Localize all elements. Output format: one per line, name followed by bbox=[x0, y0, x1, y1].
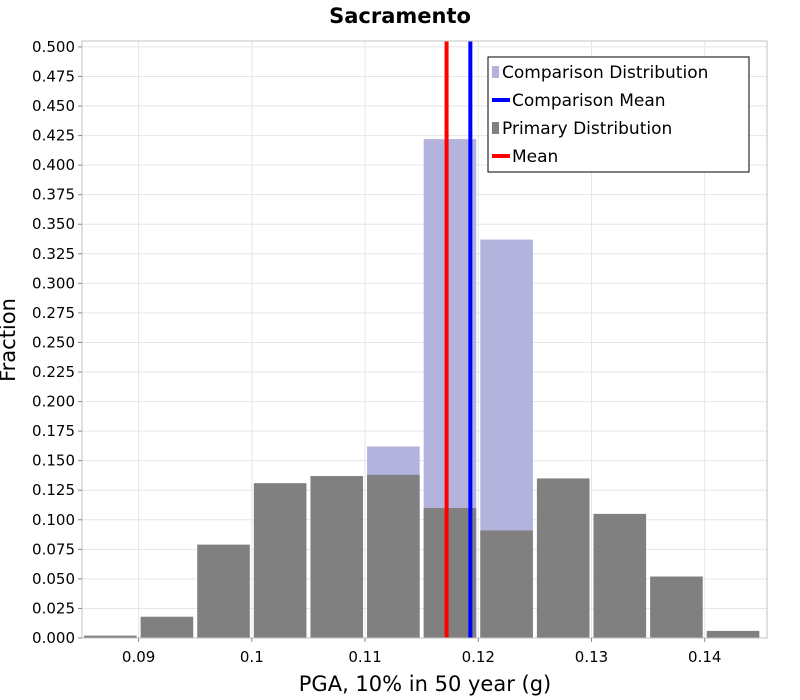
y-axis-ticks: 0.000 0.025 0.050 0.075 0.100 0.125 0.150 0.175… bbox=[32, 38, 82, 647]
y-tick-label: 0.450 bbox=[32, 97, 75, 115]
x-axis-label: PGA, 10% in 50 year (g) bbox=[299, 672, 551, 696]
y-tick-label: 0.500 bbox=[32, 38, 75, 56]
primary-bar bbox=[140, 616, 194, 638]
primary-bar bbox=[480, 530, 533, 638]
y-tick-label: 0.275 bbox=[32, 304, 75, 322]
x-axis-ticks: 0.09 0.1 0.11 0.12 0.13 0.14 bbox=[122, 638, 721, 666]
primary-bar bbox=[310, 476, 364, 638]
primary-bar bbox=[593, 513, 647, 638]
x-tick-label: 0.09 bbox=[122, 648, 155, 666]
y-tick-label: 0.425 bbox=[32, 127, 75, 145]
mean-lines bbox=[444, 41, 473, 638]
primary-bar bbox=[650, 576, 703, 638]
legend: Comparison Distribution Comparison Mean Pr… bbox=[487, 56, 750, 173]
y-tick-label: 0.250 bbox=[32, 333, 75, 351]
y-tick-label: 0.075 bbox=[32, 540, 75, 558]
primary-bar bbox=[197, 544, 250, 638]
y-tick-label: 0.175 bbox=[32, 422, 75, 440]
x-tick-label: 0.1 bbox=[240, 648, 264, 666]
primary-bar bbox=[706, 630, 760, 638]
y-tick-label: 0.325 bbox=[32, 245, 75, 263]
y-tick-label: 0.100 bbox=[32, 511, 75, 529]
x-tick-label: 0.11 bbox=[348, 648, 381, 666]
primary-bar bbox=[367, 474, 420, 638]
y-tick-label: 0.150 bbox=[32, 452, 75, 470]
plot-border bbox=[81, 40, 768, 639]
y-tick-label: 0.125 bbox=[32, 481, 75, 499]
x-tick-label: 0.12 bbox=[462, 648, 495, 666]
chart-title: Sacramento bbox=[329, 4, 471, 28]
y-tick-label: 0.025 bbox=[32, 599, 75, 617]
x-tick-label: 0.14 bbox=[688, 648, 721, 666]
y-tick-label: 0.375 bbox=[32, 186, 75, 204]
primary-bar bbox=[253, 483, 307, 638]
x-tick-label: 0.13 bbox=[575, 648, 608, 666]
y-tick-label: 0.300 bbox=[32, 274, 75, 292]
primary-bar bbox=[423, 507, 477, 638]
primary-distribution-bars bbox=[84, 474, 760, 638]
primary-bar bbox=[536, 478, 590, 638]
y-tick-label: 0.000 bbox=[32, 629, 75, 647]
legend-label: Comparison Distribution bbox=[502, 63, 708, 83]
y-tick-label: 0.350 bbox=[32, 215, 75, 233]
legend-swatch bbox=[492, 66, 499, 78]
y-tick-label: 0.400 bbox=[32, 156, 75, 174]
legend-label: Mean bbox=[512, 147, 558, 167]
y-tick-label: 0.200 bbox=[32, 393, 75, 411]
primary-bar bbox=[84, 635, 137, 638]
y-tick-label: 0.225 bbox=[32, 363, 75, 381]
legend-swatch bbox=[492, 122, 499, 134]
y-axis-label: Fraction bbox=[0, 298, 20, 382]
y-tick-label: 0.050 bbox=[32, 570, 75, 588]
y-tick-label: 0.475 bbox=[32, 67, 75, 85]
legend-label: Comparison Mean bbox=[512, 91, 666, 111]
legend-box bbox=[487, 56, 750, 173]
legend-label: Primary Distribution bbox=[502, 119, 672, 139]
